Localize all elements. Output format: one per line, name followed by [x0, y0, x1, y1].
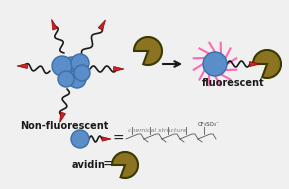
Text: avidin: avidin [72, 160, 106, 170]
Polygon shape [52, 19, 58, 30]
Text: CF₃SO₃⁻: CF₃SO₃⁻ [198, 122, 220, 126]
Polygon shape [60, 112, 66, 123]
Wedge shape [112, 152, 138, 178]
Text: chemical structure: chemical structure [128, 129, 187, 133]
Circle shape [68, 70, 86, 88]
Wedge shape [134, 37, 162, 65]
Circle shape [58, 57, 86, 85]
Circle shape [52, 56, 72, 76]
Polygon shape [114, 67, 124, 71]
Text: =: = [112, 132, 124, 146]
Polygon shape [98, 20, 105, 30]
Polygon shape [250, 61, 260, 67]
Circle shape [58, 71, 74, 87]
Text: =: = [102, 158, 114, 172]
Circle shape [203, 52, 227, 76]
Circle shape [71, 54, 89, 72]
Circle shape [74, 65, 90, 81]
Polygon shape [102, 137, 111, 141]
Text: fluorescent: fluorescent [202, 78, 264, 88]
Wedge shape [253, 50, 281, 78]
Text: Non-fluorescent: Non-fluorescent [20, 121, 108, 131]
Polygon shape [17, 64, 27, 69]
Circle shape [71, 130, 89, 148]
